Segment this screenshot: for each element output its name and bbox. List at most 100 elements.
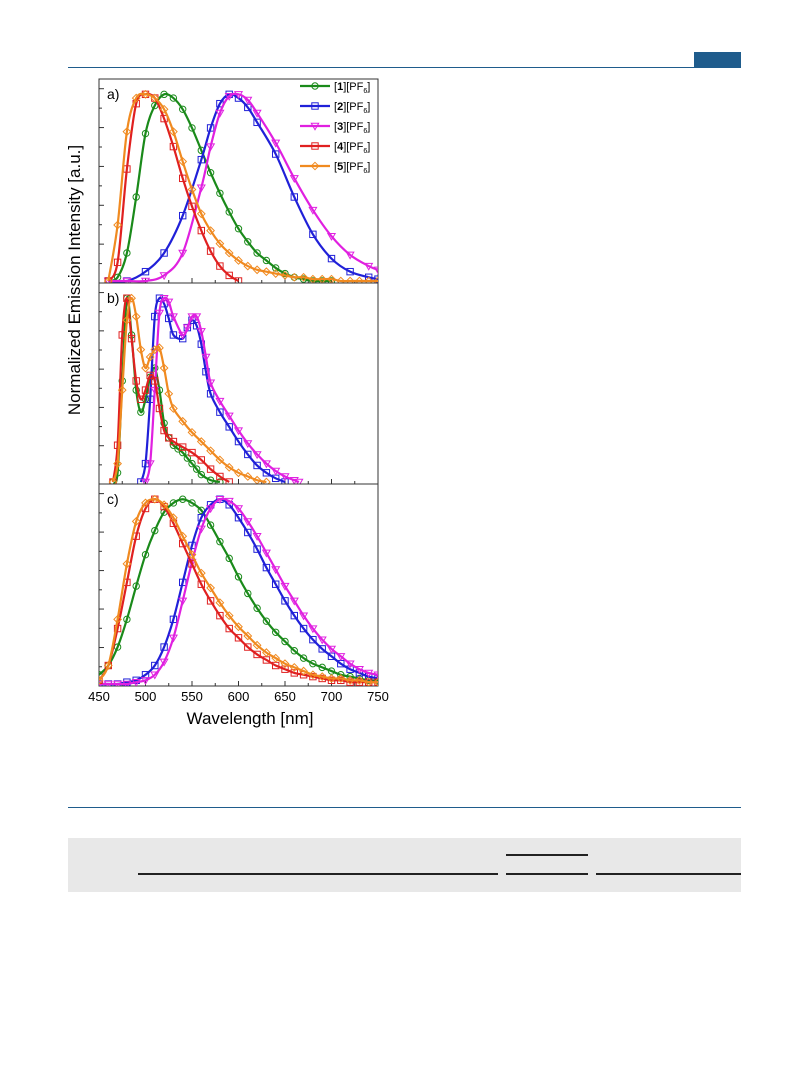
- data-point: [160, 249, 168, 257]
- data-point: [196, 437, 206, 446]
- data-point: [168, 513, 178, 523]
- data-point: [215, 598, 225, 608]
- data-point: [103, 276, 113, 283]
- data-point: [197, 580, 206, 588]
- data-point: [281, 637, 289, 646]
- data-point: [160, 90, 168, 99]
- data-point: [178, 416, 188, 426]
- data-point: [290, 193, 299, 201]
- data-point: [206, 583, 216, 593]
- data-point: [261, 549, 271, 558]
- data-point: [206, 521, 215, 529]
- data-point: [244, 643, 252, 651]
- data-point: [318, 277, 326, 283]
- data-point: [188, 560, 196, 568]
- data-point: [280, 473, 290, 482]
- data-point: [280, 270, 290, 280]
- data-point: [281, 478, 289, 484]
- series-3: [140, 294, 304, 484]
- data-point: [179, 105, 187, 113]
- data-point: [132, 377, 140, 385]
- data-point: [141, 89, 150, 99]
- data-point: [261, 648, 271, 657]
- data-point: [150, 93, 160, 103]
- series-line: [107, 92, 332, 283]
- data-point: [336, 674, 346, 683]
- data-point: [271, 139, 281, 148]
- data-point: [169, 499, 178, 507]
- data-point: [136, 345, 146, 355]
- legend-label: [4][PF6]: [334, 141, 370, 155]
- data-point: [150, 671, 160, 680]
- data-point: [318, 674, 326, 683]
- series-line: [99, 498, 378, 686]
- data-point: [252, 265, 262, 275]
- data-point: [373, 266, 378, 275]
- data-point: [151, 526, 159, 535]
- x-tick-label: 450: [88, 689, 110, 704]
- data-point: [206, 390, 215, 398]
- x-axis-ticks: 450 500 550 600 650 700 750: [88, 689, 389, 704]
- data-point: [234, 437, 243, 446]
- data-point: [281, 269, 289, 278]
- data-point: [317, 636, 327, 645]
- data-point: [225, 208, 233, 216]
- x-tick-label: 700: [321, 689, 343, 704]
- data-point: [299, 654, 308, 662]
- data-point: [224, 611, 234, 621]
- series-area: [103, 89, 378, 283]
- series-5: [103, 89, 378, 283]
- data-point: [317, 672, 327, 682]
- data-point: [327, 254, 336, 263]
- data-point: [299, 275, 308, 283]
- data-point: [233, 91, 244, 100]
- data-point: [151, 377, 159, 385]
- data-point: [169, 437, 178, 446]
- data-point: [289, 662, 299, 672]
- data-point: [261, 267, 271, 277]
- data-point: [215, 239, 225, 249]
- data-point: [252, 532, 262, 541]
- y-axis-label: Normalized Emission Intensity [a.u.]: [65, 145, 84, 415]
- data-point: [346, 267, 354, 276]
- data-point: [179, 174, 187, 183]
- data-point: [206, 169, 215, 177]
- data-point: [234, 225, 243, 233]
- data-point: [150, 345, 160, 355]
- panel-2: b): [98, 282, 379, 485]
- data-point: [178, 531, 188, 541]
- data-point: [290, 647, 298, 655]
- data-point: [253, 461, 261, 470]
- data-point: [309, 659, 317, 668]
- data-point: [188, 124, 196, 132]
- data-point: [113, 614, 123, 624]
- data-point: [215, 496, 225, 504]
- data-point: [224, 248, 234, 258]
- data-point: [151, 661, 159, 670]
- data-point: [308, 670, 318, 680]
- series-4: [104, 90, 243, 283]
- data-point: [271, 566, 281, 575]
- data-point: [216, 611, 224, 620]
- data-point: [373, 677, 378, 686]
- data-point: [336, 276, 346, 283]
- data-point: [159, 500, 169, 510]
- data-point: [113, 220, 123, 230]
- data-point: [253, 118, 261, 127]
- data-point: [197, 226, 206, 235]
- data-point: [364, 677, 374, 686]
- data-point: [262, 617, 271, 625]
- data-point: [326, 233, 337, 241]
- data-point: [271, 269, 281, 278]
- data-point: [216, 408, 224, 416]
- data-point: [252, 451, 262, 460]
- series-area: [108, 293, 304, 484]
- data-point: [188, 448, 196, 457]
- data-point: [182, 324, 192, 333]
- data-point: [151, 312, 159, 321]
- data-point: [141, 550, 150, 559]
- series-line: [111, 295, 221, 484]
- data-point: [225, 554, 233, 563]
- data-point: [299, 624, 308, 633]
- data-point: [155, 343, 164, 353]
